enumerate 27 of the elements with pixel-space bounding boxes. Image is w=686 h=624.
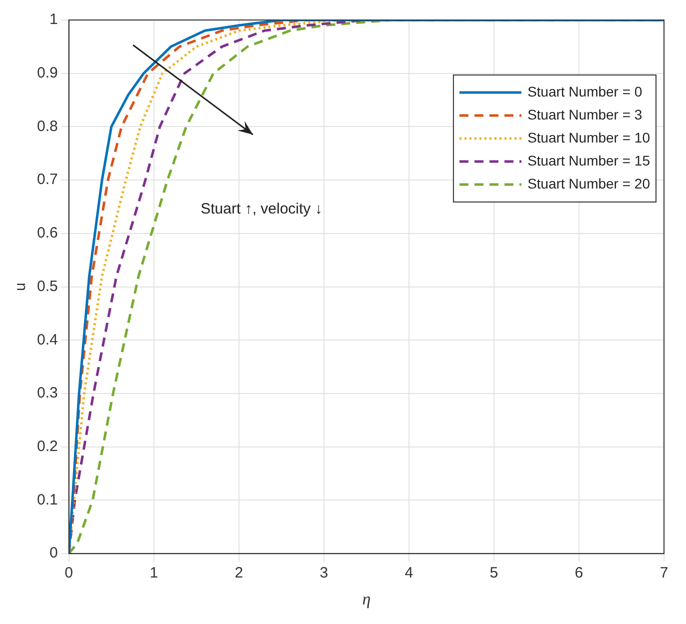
y-tick-label: 0.9 [36,64,58,82]
annotation: Stuart ↑, velocity ↓ [200,200,322,218]
y-tick-label: 0.8 [36,118,58,135]
x-tick-label: 6 [574,564,584,582]
x-tick-label: 0 [64,564,74,582]
y-tick-label: 0.1 [36,491,58,508]
x-tick-label: 3 [320,564,328,582]
x-tick-label: 7 [660,564,668,582]
x-tick-label: 4 [404,564,414,582]
y-tick-label: 0.2 [36,438,58,456]
y-tick-label: 0.3 [36,384,58,402]
legend-label: Stuart Number = 0 [527,83,642,100]
legend-label: Stuart Number = 3 [527,106,642,122]
legend-label: Stuart Number = 10 [527,129,650,146]
y-tick-label: 1 [50,11,58,28]
y-tick-label: 0 [50,544,58,562]
x-tick-label: 1 [150,564,158,582]
legend-label: Stuart Number = 20 [527,175,650,192]
legend-label: Stuart Number = 15 [527,152,650,168]
y-tick-label: 0.4 [36,331,58,348]
y-axis-title: u [12,282,30,291]
y-tick-label: 0.5 [36,278,58,295]
y-tick-label: 0.7 [36,171,58,188]
y-tick-label: 0.6 [36,224,58,242]
x-tick-label: 5 [490,564,498,582]
x-tick-label: 2 [234,564,244,582]
x-axis-title: η [362,589,371,608]
